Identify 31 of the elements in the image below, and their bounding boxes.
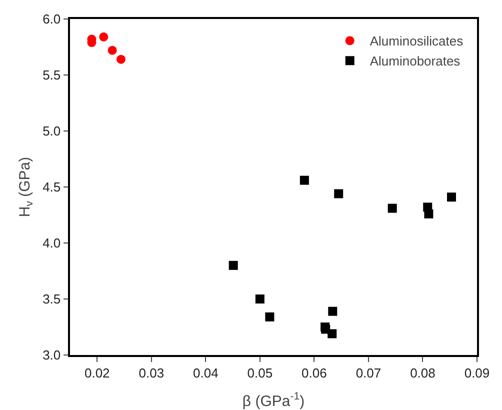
x-tick-label: 0.07	[356, 365, 382, 380]
point	[99, 32, 108, 42]
point	[334, 189, 344, 198]
point	[328, 329, 337, 338]
y-tick-label: 6.0	[42, 12, 61, 27]
x-tick-label: 0.03	[138, 365, 164, 380]
x-tick-label: 0.04	[193, 365, 218, 380]
point	[228, 260, 238, 270]
point	[388, 204, 397, 213]
point	[328, 306, 338, 316]
y-tick-label: 3.5	[42, 292, 61, 307]
point	[446, 192, 456, 202]
legend-label: Aluminoborates	[370, 54, 461, 69]
x-tick-label: 0.02	[84, 365, 110, 380]
point	[424, 209, 434, 218]
y-tick-label: 5.0	[42, 124, 61, 139]
y-tick-label: 4.0	[42, 236, 61, 251]
y-tick-label: 4.5	[42, 180, 61, 195]
y-tick-label: 3.0	[42, 348, 61, 363]
x-tick-label: 0.06	[302, 365, 327, 380]
legend-label: Aluminosilicates	[370, 34, 464, 49]
x-tick-label: 0.09	[464, 365, 490, 380]
y-tick-label: 5.5	[42, 68, 61, 83]
point	[300, 176, 309, 185]
point	[255, 294, 264, 304]
x-tick-label: 0.05	[247, 365, 273, 380]
x-tick-label: 0.08	[410, 365, 436, 380]
point	[108, 46, 117, 55]
point	[265, 312, 274, 322]
x-axis-title: β (GPa$^{-1}$)	[242, 390, 305, 410]
point	[116, 54, 126, 64]
